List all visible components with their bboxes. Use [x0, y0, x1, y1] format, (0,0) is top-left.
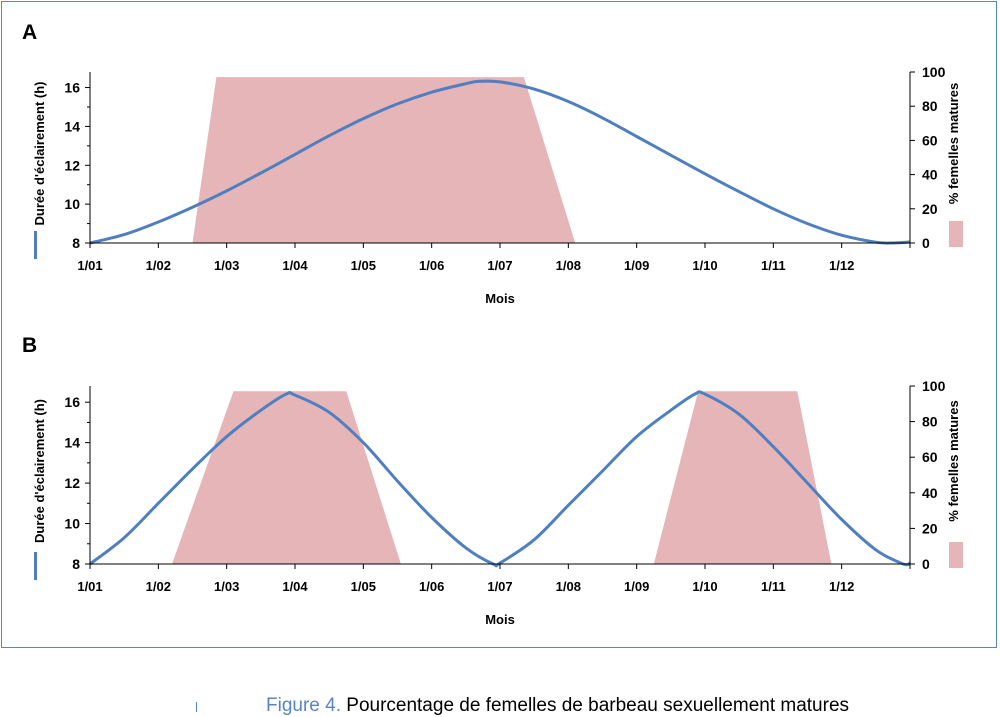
y-right-title-b: % femelles matures	[946, 400, 961, 521]
panel-label-b: B	[22, 334, 38, 357]
y-left-title-a: Durée d'éclairement (h)	[32, 82, 47, 226]
x-tick-label-b-5: 1/06	[419, 579, 444, 594]
x-tick-label-a-10: 1/11	[761, 258, 786, 273]
daylight-line-a	[89, 79, 911, 245]
y-right-tick-label-b-20: 20	[922, 520, 938, 536]
y-left-tick-label-b-8: 8	[72, 556, 80, 572]
daylight-legend-marker-b	[34, 552, 37, 580]
x-tick-label-b-2: 1/03	[214, 579, 239, 594]
y-left-tick-label-b-12: 12	[64, 475, 80, 491]
caption-text: Pourcentage de femelles de barbeau sexue…	[346, 695, 850, 716]
y-left-tick-label-a-8: 8	[72, 235, 80, 251]
y-right-tick-label-a-40: 40	[922, 167, 938, 183]
y-right-tick-label-b-0: 0	[922, 556, 930, 572]
x-tick-label-a-3: 1/04	[282, 258, 308, 273]
x-tick-label-b-1: 1/02	[146, 579, 171, 594]
y-left-tick-label-a-12: 12	[64, 157, 80, 173]
x-tick-label-a-2: 1/03	[214, 258, 239, 273]
y-right-tick-label-a-0: 0	[922, 235, 930, 251]
x-tick-label-a-0: 1/01	[77, 258, 102, 273]
caption-marker	[196, 702, 197, 712]
panel-label-a: A	[22, 21, 38, 44]
y-right-tick-label-a-100: 100	[922, 64, 946, 80]
x-tick-label-b-8: 1/09	[624, 579, 649, 594]
x-tick-label-b-6: 1/07	[487, 579, 512, 594]
x-tick-label-a-11: 1/12	[829, 258, 854, 273]
y-right-tick-label-b-80: 80	[922, 414, 938, 430]
x-tick-label-a-5: 1/06	[419, 258, 444, 273]
daylight-line-b	[89, 390, 911, 568]
y-right-tick-label-a-60: 60	[922, 132, 938, 148]
y-right-tick-label-b-40: 40	[922, 485, 938, 501]
mature-legend-marker-b	[949, 542, 963, 568]
x-tick-label-b-11: 1/12	[829, 579, 854, 594]
x-tick-label-a-4: 1/05	[351, 258, 376, 273]
x-tick-label-b-3: 1/04	[282, 579, 308, 594]
x-tick-label-b-7: 1/08	[556, 579, 581, 594]
y-left-tick-label-b-14: 14	[64, 435, 80, 451]
x-tick-label-a-9: 1/10	[692, 258, 717, 273]
x-tick-label-a-1: 1/02	[146, 258, 171, 273]
y-right-tick-label-a-80: 80	[922, 98, 938, 114]
x-axis-title-a: Mois	[485, 291, 515, 306]
mature-females-area-b	[172, 391, 832, 564]
y-right-tick-label-a-20: 20	[922, 201, 938, 217]
x-tick-label-a-6: 1/07	[487, 258, 512, 273]
x-tick-label-b-0: 1/01	[77, 579, 102, 594]
figure-number: Figure 4.	[266, 695, 341, 716]
x-tick-label-a-8: 1/09	[624, 258, 649, 273]
x-tick-label-b-4: 1/05	[351, 579, 376, 594]
y-left-tick-label-b-10: 10	[64, 516, 80, 532]
figure-caption: Figure 4. Pourcentage de femelles de bar…	[266, 695, 849, 717]
mature-legend-marker-a	[949, 221, 963, 247]
y-left-title-b: Durée d'éclairement (h)	[32, 399, 47, 543]
x-axis-title-b: Mois	[485, 612, 515, 627]
daylight-legend-marker-a	[34, 231, 37, 259]
y-left-tick-label-a-14: 14	[64, 118, 80, 134]
x-tick-label-b-9: 1/10	[692, 579, 717, 594]
y-left-tick-label-b-16: 16	[64, 394, 80, 410]
y-right-tick-label-b-100: 100	[922, 378, 946, 394]
y-right-tick-label-b-60: 60	[922, 449, 938, 465]
y-left-tick-label-a-10: 10	[64, 196, 80, 212]
y-left-tick-label-a-16: 16	[64, 80, 80, 96]
y-right-title-a: % femelles matures	[946, 83, 961, 204]
x-tick-label-b-10: 1/11	[761, 579, 786, 594]
mature-females-area-a	[192, 77, 576, 243]
x-tick-label-a-7: 1/08	[556, 258, 581, 273]
